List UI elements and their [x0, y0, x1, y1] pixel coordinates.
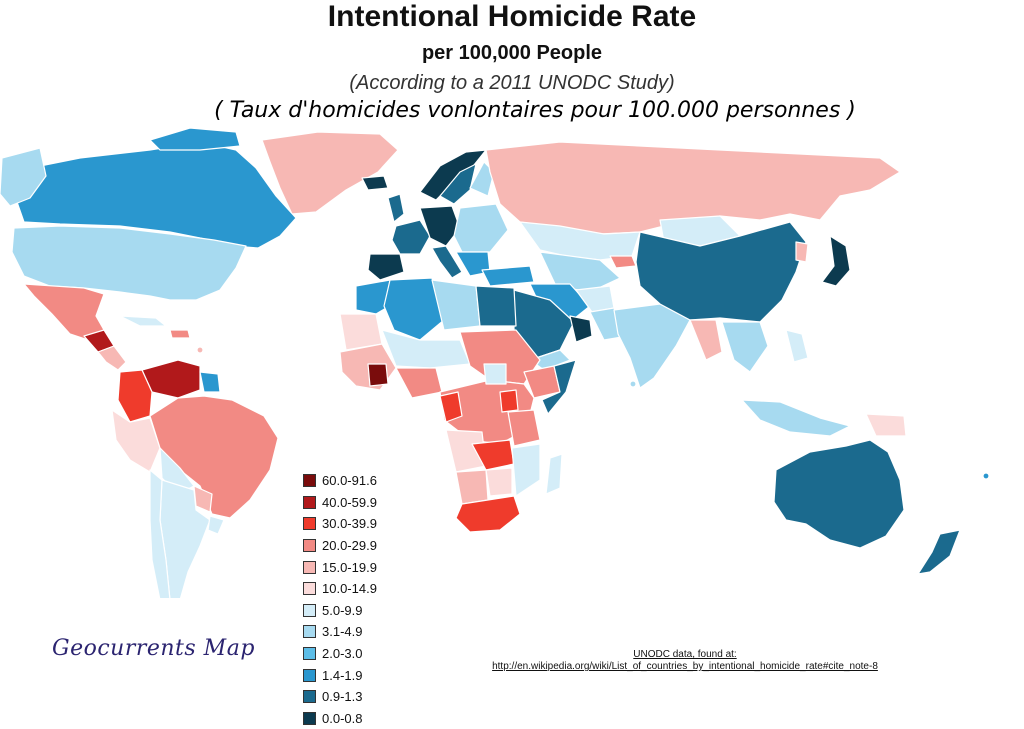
credit-line: UNODC data, found at:: [633, 649, 737, 660]
world-map: [0, 128, 990, 598]
region-island-pacific: [982, 472, 990, 480]
region-south-africa: [455, 495, 521, 533]
legend-swatch: [303, 603, 316, 617]
region-new-zealand: [917, 529, 961, 575]
legend-swatch: [303, 560, 316, 574]
region-turkey: [481, 265, 535, 287]
legend-item: 60.0-91.6: [303, 470, 377, 492]
region-botswana: [485, 467, 513, 497]
region-uruguay: [207, 515, 225, 535]
map-subtitle: per 100,000 People: [421, 42, 603, 64]
region-namibia: [455, 469, 489, 505]
region-sweden: [439, 163, 477, 205]
legend-item: 5.0-9.9: [303, 600, 377, 622]
legend-item: 0.0-0.8: [303, 708, 377, 729]
region-oman: [569, 315, 593, 343]
region-yemen: [529, 349, 571, 371]
legend-swatch: [303, 495, 316, 509]
legend-swatch: [303, 668, 316, 682]
legend-item: 15.0-19.9: [303, 556, 377, 578]
region-indochina: [721, 321, 769, 373]
region-japan: [821, 235, 851, 287]
region-peru: [111, 409, 161, 473]
region-png: [865, 413, 907, 437]
legend-label: 30.0-39.9: [322, 516, 377, 532]
legend-label: 1.4-1.9: [322, 667, 363, 683]
region-norway: [419, 149, 487, 201]
legend-item: 10.0-14.9: [303, 578, 377, 600]
legend-label: 0.9-1.3: [322, 689, 363, 705]
legend-label: 60.0-91.6: [322, 473, 377, 489]
region-indonesia: [741, 399, 851, 437]
legend-item: 2.0-3.0: [303, 643, 377, 665]
region-chile: [149, 469, 171, 598]
region-somalia: [541, 359, 577, 415]
region-nigeria: [395, 367, 443, 399]
region-south-sudan: [483, 363, 507, 385]
legend-label: 15.0-19.9: [322, 559, 377, 575]
region-central-america-low: [97, 345, 127, 371]
region-australia: [773, 439, 905, 549]
legend-swatch: [303, 711, 316, 725]
region-mozambique: [511, 443, 541, 497]
region-guianas: [199, 371, 221, 393]
region-eastern-europe: [453, 203, 509, 253]
region-island-caribbean: [196, 346, 204, 354]
region-uk: [387, 193, 405, 223]
region-cuba: [119, 315, 167, 327]
region-uganda: [499, 389, 519, 413]
region-alaska: [0, 147, 47, 207]
legend-label: 20.0-29.9: [322, 538, 377, 554]
region-ivory-coast: [367, 363, 389, 387]
legend-label: 40.0-59.9: [322, 494, 377, 510]
legend-swatch: [303, 690, 316, 704]
legend-swatch: [303, 474, 316, 488]
legend-label: 2.0-3.0: [322, 646, 363, 662]
legend-label: 0.0-0.8: [322, 710, 363, 726]
legend-swatch: [303, 517, 316, 531]
credit-url-link[interactable]: http://en.wikipedia.org/wiki/List_of_cou…: [492, 661, 878, 672]
region-central-europe: [419, 205, 461, 247]
region-kyrgyz: [609, 255, 637, 269]
legend-item: 30.0-39.9: [303, 513, 377, 535]
region-iberia: [367, 253, 405, 281]
geocurrents-branding: Geocurrents Map: [52, 636, 255, 661]
legend: 60.0-91.6 40.0-59.9 30.0-39.9 20.0-29.9 15.0…: [303, 470, 377, 729]
region-italy: [431, 245, 463, 279]
map-title: Intentional Homicide Rate: [327, 0, 697, 33]
legend-item: 1.4-1.9: [303, 664, 377, 686]
region-madagascar: [545, 453, 563, 495]
legend-swatch: [303, 625, 316, 639]
region-arctic-islands: [149, 128, 241, 151]
region-philippines: [785, 329, 809, 363]
legend-swatch: [303, 647, 316, 661]
region-central-asia: [539, 251, 621, 293]
legend-label: 3.1-4.9: [322, 624, 363, 640]
region-greenland: [261, 131, 399, 215]
region-island-indian: [629, 380, 637, 388]
legend-item: 0.9-1.3: [303, 686, 377, 708]
french-caption: ( Taux d'homicides vonlontaires pour 100…: [214, 98, 856, 123]
region-iceland: [361, 175, 389, 191]
legend-swatch: [303, 582, 316, 596]
region-france: [391, 219, 431, 255]
region-china: [635, 221, 807, 323]
legend-label: 5.0-9.9: [322, 602, 363, 618]
region-egypt: [475, 285, 517, 327]
region-tanzania: [507, 409, 541, 447]
legend-swatch: [303, 539, 316, 553]
legend-label: 10.0-14.9: [322, 581, 377, 597]
region-india: [613, 303, 691, 389]
source-note: (According to a 2011 UNODC Study): [349, 72, 675, 94]
region-canada: [9, 141, 297, 249]
region-mexico: [23, 283, 105, 341]
region-korea: [795, 241, 809, 263]
legend-item: 40.0-59.9: [303, 492, 377, 514]
legend-item: 20.0-29.9: [303, 535, 377, 557]
region-hispaniola: [169, 329, 191, 339]
region-usa: [11, 225, 247, 301]
region-myanmar: [689, 319, 723, 361]
region-congo: [439, 391, 463, 423]
legend-item: 3.1-4.9: [303, 621, 377, 643]
